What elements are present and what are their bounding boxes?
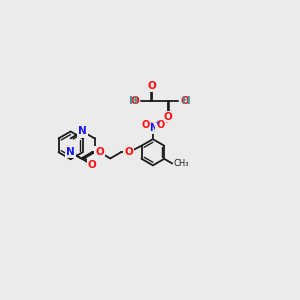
Text: O: O xyxy=(130,96,139,106)
Text: O: O xyxy=(157,120,165,130)
Text: ⁻: ⁻ xyxy=(148,119,153,128)
Text: N: N xyxy=(78,127,87,136)
Text: H: H xyxy=(182,96,191,106)
Text: N: N xyxy=(149,123,157,134)
Text: O: O xyxy=(181,96,190,106)
Text: O: O xyxy=(95,147,104,157)
Text: O: O xyxy=(124,147,133,157)
Text: O: O xyxy=(88,160,96,170)
Text: N: N xyxy=(66,147,75,157)
Text: O: O xyxy=(163,112,172,122)
Text: O: O xyxy=(148,81,157,91)
Text: O: O xyxy=(141,120,149,130)
Text: +: + xyxy=(154,120,160,126)
Text: H: H xyxy=(129,96,137,106)
Text: ⁻: ⁻ xyxy=(164,119,168,128)
Text: CH₃: CH₃ xyxy=(174,159,189,168)
